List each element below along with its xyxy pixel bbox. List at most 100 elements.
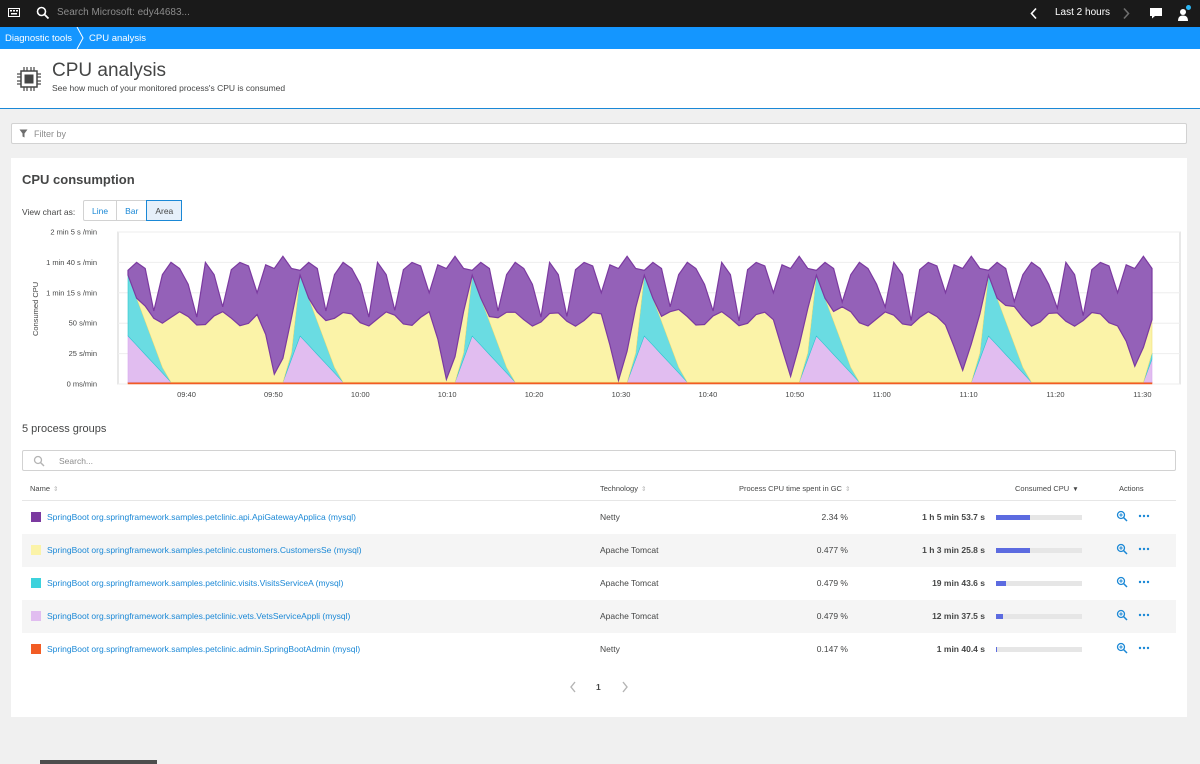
table-row[interactable]: SpringBoot org.springframework.samples.p… — [22, 633, 1176, 666]
chevron-left-icon[interactable] — [569, 681, 577, 693]
process-technology: Apache Tomcat — [600, 611, 659, 621]
column-name[interactable]: Name ⇕ — [30, 484, 59, 493]
table-row[interactable]: SpringBoot org.springframework.samples.p… — [22, 501, 1176, 534]
process-gc-time: 0.479 % — [816, 578, 848, 588]
breadcrumb-cpu-analysis[interactable]: CPU analysis — [89, 33, 147, 44]
filter-input[interactable]: Filter by — [34, 129, 67, 139]
process-gc-time: 2.34 % — [821, 512, 848, 522]
process-name-link[interactable]: SpringBoot org.springframework.samples.p… — [47, 578, 344, 588]
more-options-icon[interactable] — [1138, 510, 1150, 522]
cpu-share-bar-fill — [996, 647, 997, 652]
process-name-link[interactable]: SpringBoot org.springframework.samples.p… — [47, 512, 356, 522]
pagination: 1 — [566, 679, 636, 695]
table-row[interactable]: SpringBoot org.springframework.samples.p… — [22, 567, 1176, 600]
x-tick-label: 10:20 — [525, 390, 544, 399]
page-header: CPU analysis See how much of your monito… — [0, 49, 1200, 109]
chevron-left-icon[interactable] — [1029, 7, 1039, 20]
process-consumed-cpu: 12 min 37.5 s — [932, 611, 985, 621]
view-line-button[interactable]: Line — [84, 201, 118, 220]
view-area-button[interactable]: Area — [146, 200, 183, 221]
timeframe-selector[interactable]: Last 2 hours — [1055, 7, 1111, 18]
y-tick-label: 0 ms/min — [67, 380, 97, 389]
process-technology: Apache Tomcat — [600, 578, 659, 588]
area-series[interactable] — [127, 255, 1153, 383]
filter-bar[interactable]: Filter by — [11, 123, 1187, 144]
process-search-box[interactable]: Search... — [22, 450, 1176, 471]
column-consumed-cpu[interactable]: Consumed CPU ▼ — [1015, 484, 1079, 493]
x-tick-label: 10:30 — [612, 390, 631, 399]
user-notification-icon[interactable] — [1176, 4, 1192, 22]
table-row[interactable]: SpringBoot org.springframework.samples.p… — [22, 534, 1176, 567]
more-options-icon[interactable] — [1138, 609, 1150, 621]
search-icon[interactable] — [36, 6, 50, 20]
filter-icon — [19, 129, 28, 138]
area-series[interactable] — [127, 274, 1153, 383]
table-row[interactable]: SpringBoot org.springframework.samples.p… — [22, 600, 1176, 633]
process-search-input[interactable]: Search... — [59, 456, 94, 466]
more-options-icon[interactable] — [1138, 543, 1150, 555]
process-name-link[interactable]: SpringBoot org.springframework.samples.p… — [47, 611, 351, 621]
area-series[interactable] — [127, 335, 1153, 383]
process-name-link[interactable]: SpringBoot org.springframework.samples.p… — [47, 644, 361, 654]
cpu-share-bar — [996, 581, 1082, 586]
chat-icon[interactable] — [1149, 6, 1163, 20]
x-tick-label: 11:30 — [1133, 390, 1151, 399]
x-tick-label: 09:50 — [264, 390, 283, 399]
view-chart-toggle: Line Bar Area — [83, 200, 183, 221]
keyboard-menu-icon[interactable] — [8, 7, 20, 19]
x-tick-label: 11:00 — [873, 390, 891, 399]
process-name-link[interactable]: SpringBoot org.springframework.samples.p… — [47, 545, 362, 555]
zoom-icon[interactable] — [1116, 609, 1128, 621]
zoom-icon[interactable] — [1116, 543, 1128, 555]
chevron-right-icon[interactable] — [1121, 7, 1131, 20]
global-search-input[interactable]: Search Microsoft: edy44683... — [57, 7, 190, 18]
process-groups-title: 5 process groups — [22, 423, 107, 435]
top-bar: Search Microsoft: edy44683... Last 2 hou… — [0, 0, 1200, 27]
column-gc[interactable]: Process CPU time spent in GC ⇕ — [739, 484, 851, 493]
process-color-swatch — [31, 512, 41, 522]
x-tick-label: 10:40 — [699, 390, 718, 399]
column-technology[interactable]: Technology ⇕ — [600, 484, 647, 493]
y-tick-label: 25 s/min — [69, 349, 97, 358]
zoom-icon[interactable] — [1116, 576, 1128, 588]
cpu-chip-icon — [17, 67, 41, 91]
x-tick-label: 11:20 — [1046, 390, 1064, 399]
more-options-icon[interactable] — [1138, 576, 1150, 588]
cpu-share-bar-fill — [996, 581, 1007, 586]
cpu-share-bar-fill — [996, 614, 1003, 619]
page-title: CPU analysis — [52, 60, 167, 81]
cpu-share-bar — [996, 515, 1082, 520]
breadcrumb-diagnostic-tools[interactable]: Diagnostic tools — [5, 33, 73, 44]
x-tick-label: 09:40 — [177, 390, 196, 399]
page-number[interactable]: 1 — [596, 682, 601, 692]
process-color-swatch — [31, 578, 41, 588]
cpu-share-bar-fill — [996, 515, 1031, 520]
cpu-share-bar — [996, 647, 1082, 652]
process-gc-time: 0.477 % — [816, 545, 848, 555]
x-tick-label: 10:00 — [351, 390, 370, 399]
view-bar-button[interactable]: Bar — [117, 201, 148, 220]
cpu-share-bar — [996, 614, 1082, 619]
zoom-icon[interactable] — [1116, 642, 1128, 654]
chart-svg: 0 ms/min 25 s/min 50 s/min 1 min 15 s /min 1… — [31, 228, 1181, 399]
process-color-swatch — [31, 644, 41, 654]
taskbar-strip — [40, 760, 157, 764]
breadcrumb: Diagnostic tools CPU analysis — [0, 27, 1200, 49]
zoom-icon[interactable] — [1116, 510, 1128, 522]
page-subtitle: See how much of your monitored process's… — [52, 83, 286, 93]
process-technology: Netty — [600, 644, 620, 654]
card-title: CPU consumption — [22, 172, 135, 187]
chevron-right-icon[interactable] — [621, 681, 629, 693]
view-chart-label: View chart as: — [22, 207, 76, 217]
area-series[interactable] — [127, 275, 1153, 383]
y-axis-label: Consumed CPU — [31, 282, 40, 336]
y-tick-label: 1 min 40 s /min — [46, 258, 97, 267]
area-series[interactable] — [127, 381, 1153, 385]
more-options-icon[interactable] — [1138, 642, 1150, 654]
process-consumed-cpu: 1 h 5 min 53.7 s — [922, 512, 985, 522]
process-consumed-cpu: 1 h 3 min 25.8 s — [922, 545, 985, 555]
process-gc-time: 0.147 % — [816, 644, 848, 654]
y-tick-label: 1 min 15 s /min — [46, 288, 97, 297]
plot-area — [117, 231, 1181, 385]
y-tick-label: 50 s/min — [69, 319, 97, 328]
